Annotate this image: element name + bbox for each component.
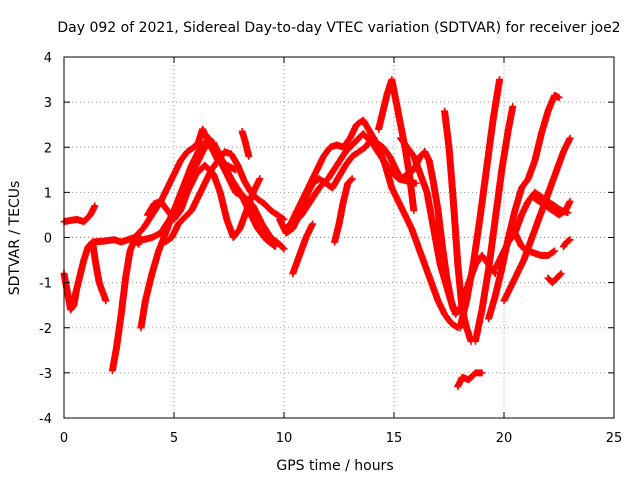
data-mark (71, 238, 110, 305)
x-tick-label: 10 (276, 431, 293, 446)
y-tick-label: 1 (44, 186, 52, 201)
series-arc-16 (375, 76, 418, 214)
data-mark (276, 134, 462, 332)
series-arc-14 (289, 220, 317, 278)
series-arc-03 (71, 238, 110, 305)
data-mark (238, 127, 253, 160)
data-mark (456, 76, 504, 332)
data-mark (511, 229, 559, 259)
series-arc-15 (331, 175, 356, 246)
data-mark (559, 236, 574, 251)
y-tick-label: 3 (44, 96, 52, 111)
series-arc-26 (511, 229, 559, 259)
data-mark (130, 139, 279, 250)
series-arc-27 (529, 193, 574, 219)
series-arc-05 (108, 236, 143, 375)
chart-title: Day 092 of 2021, Sidereal Day-to-day VTE… (57, 20, 620, 36)
series-arc-10 (238, 127, 253, 160)
x-tick-label: 0 (60, 431, 68, 446)
series-arc-09 (144, 161, 264, 241)
series-arc-13 (276, 134, 462, 332)
x-tick-label: 5 (170, 431, 178, 446)
series-arc-22 (471, 103, 517, 345)
data-marks (60, 76, 574, 390)
data-mark (375, 76, 418, 214)
y-axis-label: SDTVAR / TECUs (7, 181, 23, 296)
y-tick-label: -4 (39, 412, 52, 427)
y-tick-label: -3 (39, 367, 52, 382)
x-tick-label: 20 (496, 431, 513, 446)
series-arc-01 (60, 202, 99, 226)
x-tick-label: 25 (606, 431, 623, 446)
x-tick-label: 15 (386, 431, 403, 446)
data-mark (144, 161, 264, 241)
y-tick-label: 0 (44, 232, 52, 247)
data-mark (471, 103, 517, 345)
data-mark (108, 236, 143, 375)
y-tick-label: -2 (39, 322, 52, 337)
data-mark (331, 175, 356, 246)
data-mark (289, 220, 317, 278)
series-arc-28 (544, 270, 565, 287)
y-tick-label: 2 (44, 141, 52, 156)
data-mark (60, 202, 99, 226)
x-axis-label: GPS time / hours (276, 458, 393, 474)
data-mark (529, 193, 574, 219)
series-arc-08 (161, 148, 288, 246)
data-mark (544, 270, 565, 287)
series-arc-07 (130, 139, 279, 250)
series-arc-20 (454, 369, 486, 390)
series-arc-21 (456, 76, 504, 332)
y-tick-label: -1 (39, 277, 52, 292)
series-arc-29 (559, 236, 574, 251)
y-tick-label: 4 (44, 51, 52, 66)
data-mark (454, 369, 486, 390)
axis-ticks (63, 56, 615, 419)
data-mark (161, 148, 288, 246)
